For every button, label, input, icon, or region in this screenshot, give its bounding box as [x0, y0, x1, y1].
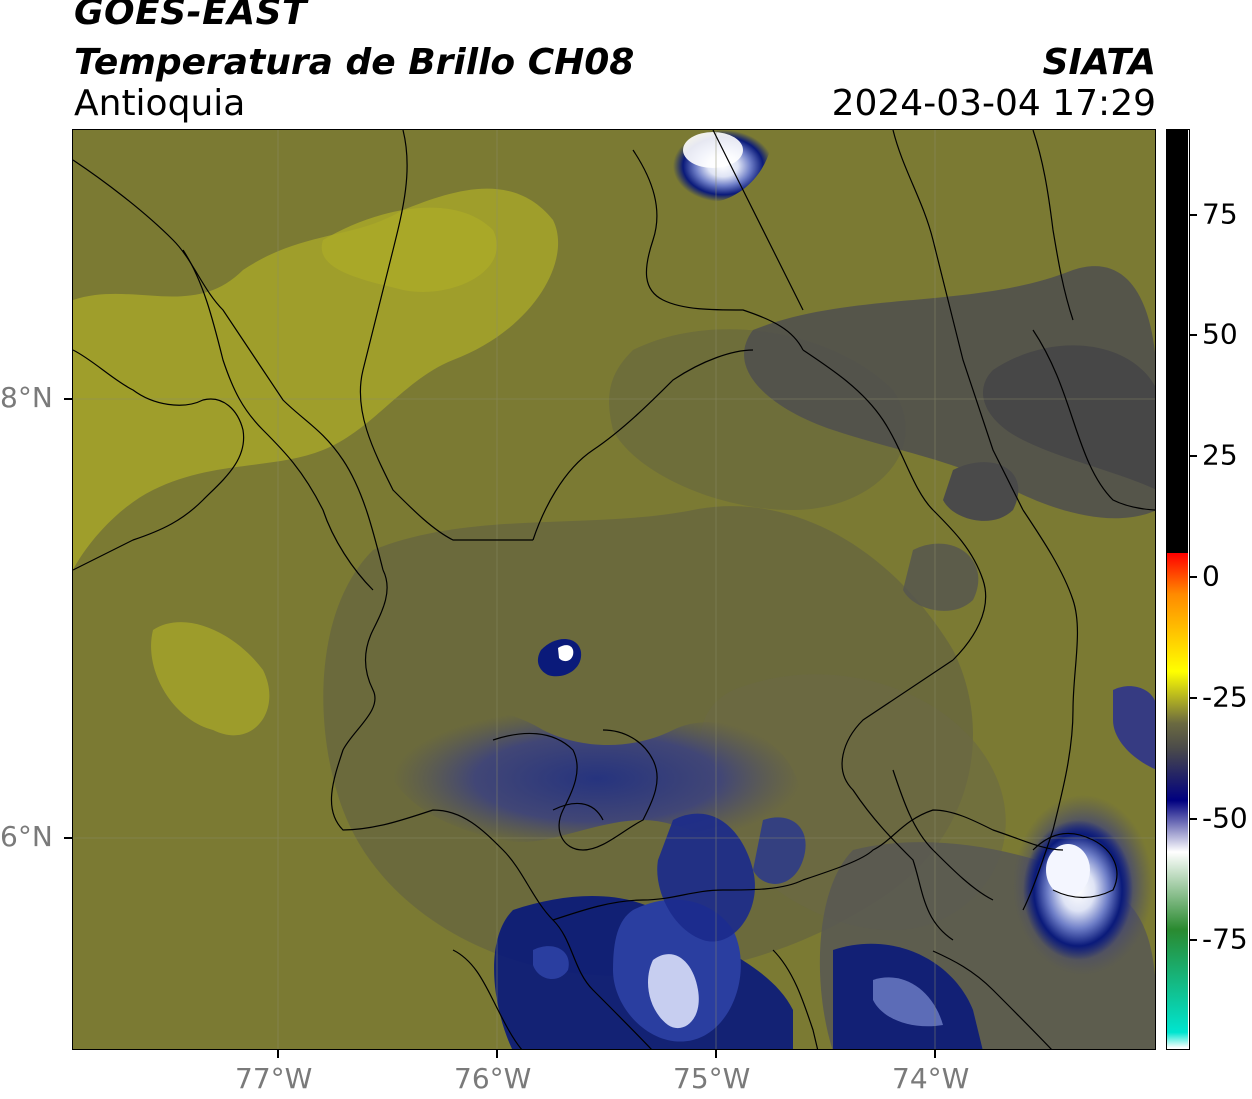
colorbar-label: 0 — [1202, 559, 1220, 593]
timestamp-label: 2024-03-04 17:29 — [831, 83, 1156, 124]
colorbar-tick-neg75 — [1190, 939, 1197, 941]
administrative-boundaries — [73, 130, 1155, 1049]
x-tick — [277, 1050, 279, 1058]
colorbar-label: -25 — [1202, 680, 1248, 714]
latitude-label: 8°N — [0, 381, 53, 414]
gray-region — [744, 266, 1155, 519]
colorbar-label: -50 — [1202, 801, 1248, 835]
x-tick — [715, 1050, 717, 1058]
colorbar — [1166, 129, 1190, 1050]
longitude-label: 77°W — [235, 1062, 313, 1095]
region-title: Antioquia — [74, 83, 246, 124]
colorbar-label: -75 — [1202, 922, 1248, 956]
latitude-label: 6°N — [0, 820, 53, 853]
colorbar-label: 75 — [1202, 197, 1238, 231]
longitude-label: 75°W — [673, 1062, 751, 1095]
longitude-label: 74°W — [892, 1062, 970, 1095]
y-tick — [64, 837, 72, 839]
longitude-label: 76°W — [454, 1062, 532, 1095]
organization-label: SIATA — [1042, 42, 1156, 83]
map-canvas — [73, 130, 1155, 1049]
colorbar-tick-50 — [1190, 334, 1197, 336]
y-tick — [64, 398, 72, 400]
colorbar-tick-neg50 — [1190, 818, 1197, 820]
colorbar-tick-neg25 — [1190, 697, 1197, 699]
x-tick — [496, 1050, 498, 1058]
colorbar-tick-0 — [1190, 576, 1197, 578]
product-title: Temperatura de Brillo CH08 — [74, 42, 635, 83]
x-tick — [934, 1050, 936, 1058]
brightness-temperature-map[interactable] — [72, 129, 1156, 1050]
colorbar-tick-75 — [1190, 214, 1197, 216]
colorbar-gradient — [1167, 130, 1188, 1048]
colorbar-label: 50 — [1202, 317, 1238, 351]
satellite-title: GOES-EAST — [74, 0, 308, 33]
colorbar-label: 25 — [1202, 438, 1238, 472]
colorbar-tick-25 — [1190, 455, 1197, 457]
